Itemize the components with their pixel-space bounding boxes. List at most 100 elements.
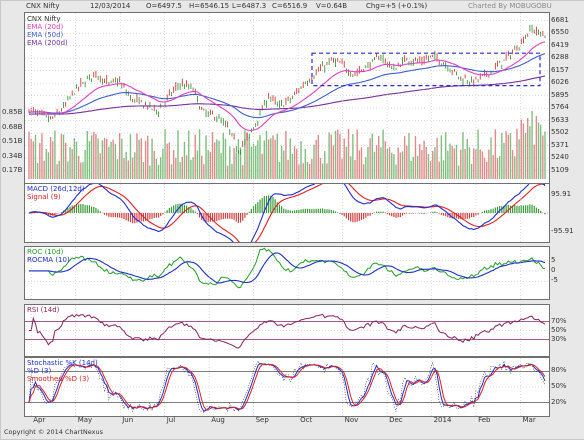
close-label: C=6516.9 bbox=[272, 2, 307, 11]
macd-histogram-bar bbox=[249, 212, 250, 213]
macd-histogram-bar bbox=[354, 213, 355, 222]
volume-bar bbox=[272, 135, 273, 179]
macd-histogram-bar bbox=[482, 212, 483, 213]
volume-bar bbox=[523, 123, 524, 179]
volume-bar bbox=[188, 131, 189, 179]
macd-histogram-bar bbox=[236, 213, 237, 222]
date-label: 12/03/2014 bbox=[90, 2, 130, 11]
volume-bar bbox=[333, 146, 334, 179]
macd-histogram-bar bbox=[279, 205, 280, 213]
x-axis-month-label: Apr bbox=[33, 416, 45, 424]
volume-bar bbox=[110, 142, 111, 179]
price-chart-svg bbox=[25, 13, 549, 183]
volume-bar bbox=[324, 151, 325, 179]
volume-bar bbox=[141, 138, 142, 179]
price-tick-label: 6550 bbox=[551, 28, 569, 36]
rsi-chart-svg bbox=[25, 305, 549, 356]
volume-bar bbox=[166, 144, 167, 179]
volume-bar bbox=[393, 154, 394, 179]
macd-chart-svg bbox=[25, 184, 549, 242]
volume-bar bbox=[97, 138, 98, 179]
macd-histogram-bar bbox=[391, 213, 392, 216]
volume-bar bbox=[311, 159, 312, 179]
volume-bar bbox=[428, 154, 429, 179]
volume-bar bbox=[35, 135, 36, 179]
volume-bar bbox=[542, 135, 543, 179]
volume-bar bbox=[277, 134, 278, 179]
x-axis-month-label: Mar bbox=[523, 416, 536, 424]
volume-bar bbox=[154, 151, 155, 179]
rsi-line bbox=[29, 314, 545, 348]
macd-histogram-bar bbox=[283, 209, 284, 213]
volume-bar bbox=[255, 146, 256, 179]
volume-bar bbox=[536, 116, 537, 179]
volume-bar bbox=[376, 145, 377, 179]
volume-bar bbox=[169, 142, 170, 179]
macd-histogram-bar bbox=[117, 213, 118, 217]
volume-bar bbox=[361, 147, 362, 179]
volume-bar bbox=[475, 149, 476, 179]
legend-ema20: EMA (20d) bbox=[27, 23, 63, 31]
macd-histogram-bar bbox=[290, 210, 291, 213]
macd-histogram-bar bbox=[378, 212, 379, 213]
stochastic-tick-label: 50% bbox=[551, 382, 567, 390]
volume-bar bbox=[212, 132, 213, 179]
volume-bar bbox=[326, 163, 327, 179]
volume-bar bbox=[451, 146, 452, 179]
volume-bar bbox=[322, 164, 323, 179]
macd-histogram-bar bbox=[251, 209, 252, 213]
volume-bar bbox=[354, 160, 355, 179]
macd-histogram-bar bbox=[93, 207, 94, 213]
macd-histogram-bar bbox=[350, 213, 351, 221]
volume-bar bbox=[309, 164, 310, 179]
macd-histogram-bar bbox=[333, 210, 334, 213]
macd-histogram-bar bbox=[367, 213, 368, 216]
volume-bar bbox=[121, 139, 122, 179]
volume-bar bbox=[132, 158, 133, 179]
macd-histogram-bar bbox=[234, 213, 235, 220]
volume-bar bbox=[65, 143, 66, 179]
volume-bar bbox=[374, 152, 375, 179]
low-label: L=6487.3 bbox=[232, 2, 266, 11]
volume-bar bbox=[175, 158, 176, 179]
macd-histogram-bar bbox=[359, 213, 360, 221]
volume-bar bbox=[436, 138, 437, 179]
macd-histogram-bar bbox=[106, 213, 107, 216]
macd-tick-label: -95.91 bbox=[551, 227, 574, 235]
macd-histogram-bar bbox=[292, 211, 293, 213]
volume-bar bbox=[378, 136, 379, 179]
volume-bar bbox=[380, 147, 381, 179]
volume-bar bbox=[400, 153, 401, 179]
volume-bar bbox=[352, 134, 353, 179]
macd-histogram-bar bbox=[527, 205, 528, 213]
volume-bar bbox=[61, 134, 62, 179]
volume-bar bbox=[302, 163, 303, 179]
volume-bar bbox=[510, 133, 511, 179]
volume-bar bbox=[458, 166, 459, 179]
volume-bar bbox=[220, 153, 221, 179]
volume-bar bbox=[365, 157, 366, 179]
macd-histogram-bar bbox=[169, 208, 170, 213]
macd-histogram-bar bbox=[331, 210, 332, 213]
volume-bar bbox=[397, 147, 398, 179]
macd-histogram-bar bbox=[180, 204, 181, 213]
roc-tick-label: 0 bbox=[551, 266, 555, 274]
volume-bar bbox=[80, 163, 81, 179]
volume-bar bbox=[540, 125, 541, 179]
volume-bar bbox=[257, 140, 258, 179]
x-axis-month-label: Jun bbox=[122, 416, 133, 424]
volume-bar bbox=[87, 131, 88, 179]
volume-bar bbox=[249, 137, 250, 179]
macd-histogram-bar bbox=[61, 212, 62, 213]
volume-bar bbox=[359, 150, 360, 179]
volume-tick-label: 0.68B bbox=[2, 123, 22, 131]
macd-histogram-bar bbox=[348, 213, 349, 220]
volume-bar bbox=[227, 166, 228, 179]
macd-histogram-bar bbox=[473, 213, 474, 217]
volume-bar bbox=[350, 156, 351, 179]
volume-bar bbox=[182, 157, 183, 179]
macd-histogram-bar bbox=[523, 206, 524, 213]
macd-histogram-bar bbox=[363, 213, 364, 219]
volume-bar bbox=[48, 152, 49, 179]
stochastic-chart-svg bbox=[25, 358, 549, 416]
